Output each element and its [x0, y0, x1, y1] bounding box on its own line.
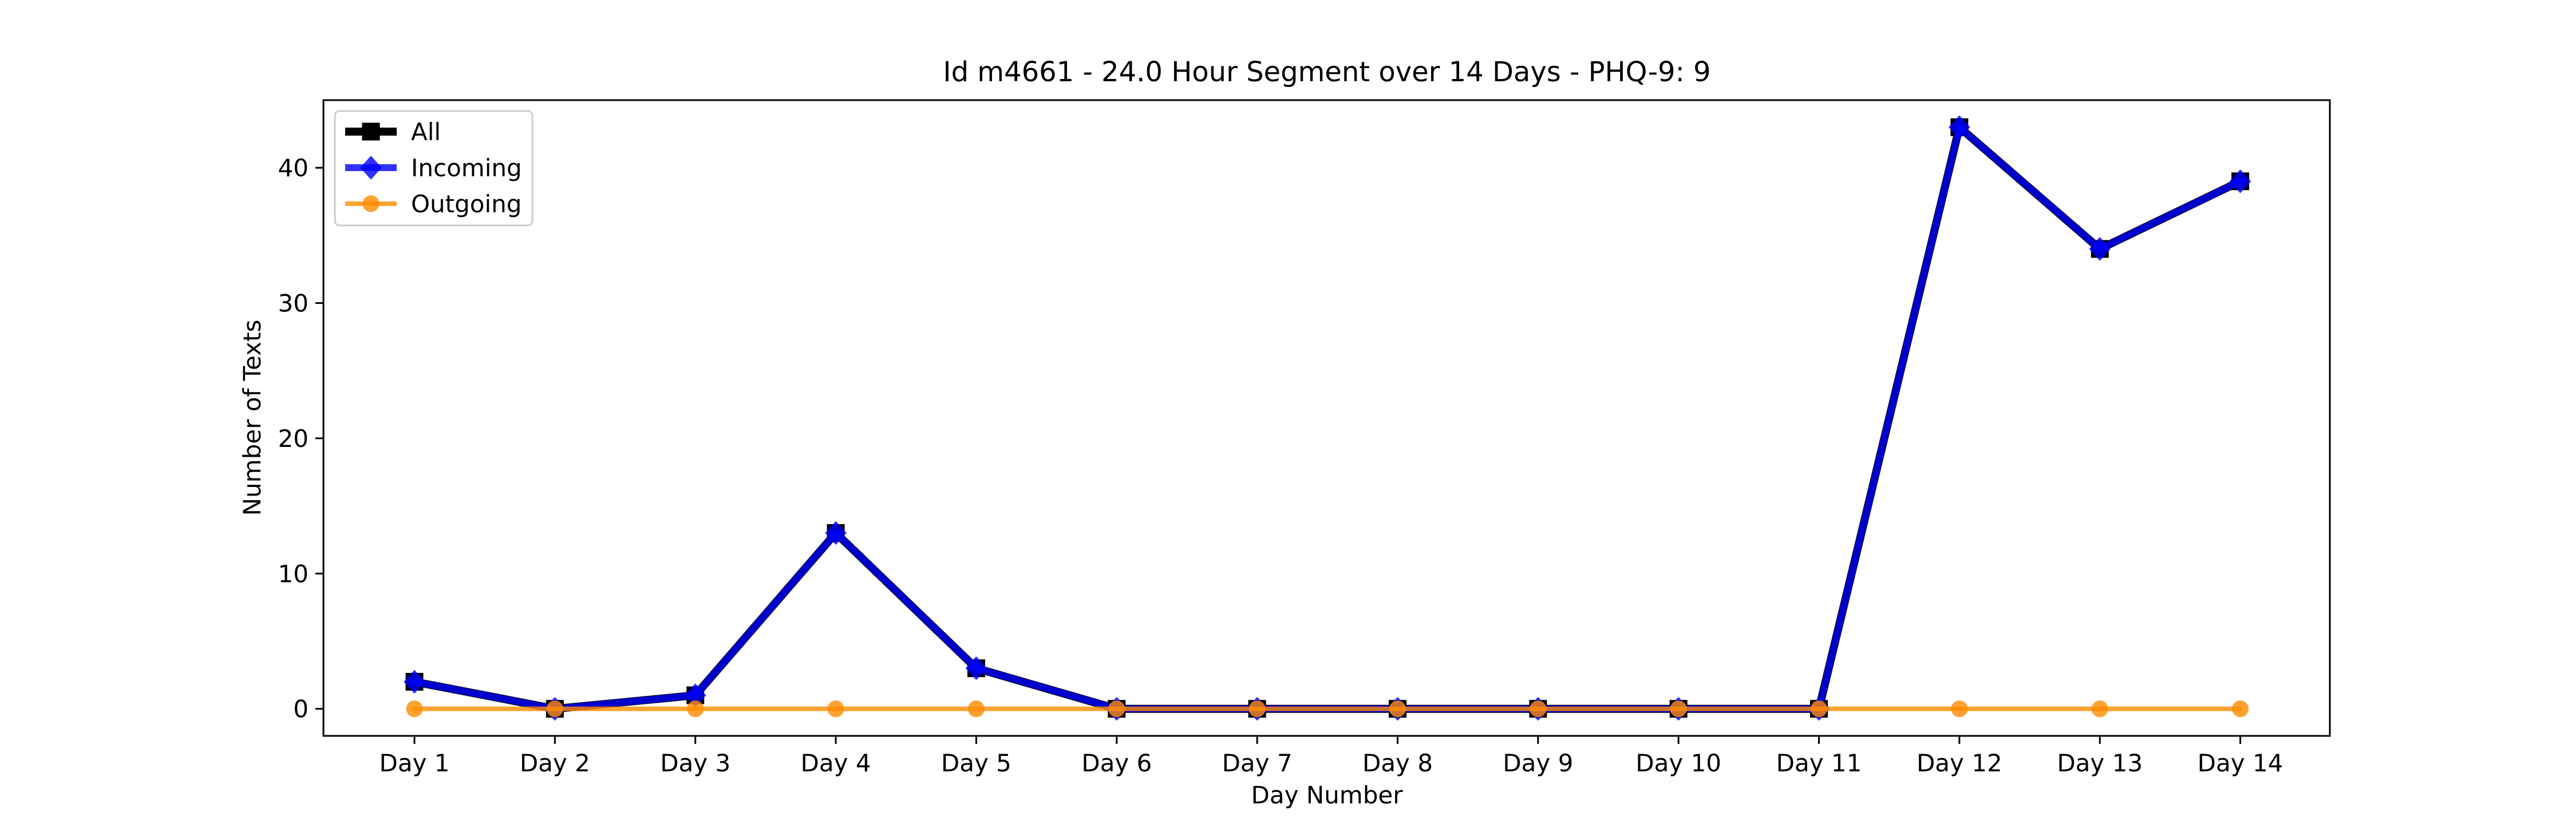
- x-tick-label: Day 7: [1222, 749, 1293, 777]
- legend: All Incoming Outgoing: [334, 110, 534, 227]
- legend-entry: Outgoing: [345, 190, 521, 218]
- y-tick-label: 0: [293, 695, 309, 723]
- data-point: [546, 700, 563, 718]
- legend-label: Outgoing: [411, 190, 521, 218]
- x-tick-label: Day 13: [2057, 749, 2143, 777]
- data-point: [2229, 169, 2251, 193]
- data-point: [967, 700, 985, 718]
- legend-label: All: [411, 118, 441, 146]
- data-point: [827, 700, 844, 718]
- y-axis-label: Number of Texts: [238, 320, 266, 516]
- x-tick-label: Day 6: [1081, 749, 1152, 777]
- data-point: [1811, 700, 1827, 718]
- legend-entry: All: [345, 118, 441, 146]
- x-tick-label: Day 8: [1362, 749, 1433, 777]
- y-tick-label: 10: [278, 560, 309, 588]
- x-tick-label: Day 11: [1776, 749, 1862, 777]
- data-point: [404, 670, 425, 694]
- x-tick-label: Day 10: [1635, 749, 1721, 777]
- legend-box: [334, 110, 534, 227]
- legend-marker: [362, 195, 380, 212]
- x-tick-label: Day 4: [801, 749, 871, 777]
- legend-marker: [362, 122, 380, 141]
- data-point: [2091, 700, 2108, 718]
- series-outgoing: [406, 700, 2249, 718]
- legend-entry: Incoming: [345, 154, 522, 182]
- chart-title: Id m4661 - 24.0 Hour Segment over 14 Day…: [943, 56, 1710, 88]
- y-tick-label: 20: [278, 425, 309, 453]
- plot-marks: [404, 115, 2251, 721]
- x-tick-label: Day 14: [2198, 749, 2283, 777]
- y-tick-label: 40: [278, 154, 309, 182]
- x-tick-label: Day 3: [660, 749, 730, 777]
- y-tick-label: 30: [278, 290, 309, 318]
- data-point: [1389, 700, 1406, 718]
- data-point: [1249, 700, 1266, 718]
- x-tick-label: Day 1: [379, 749, 449, 777]
- x-tick-label: Day 5: [941, 749, 1012, 777]
- data-point: [1530, 700, 1547, 718]
- data-point: [965, 656, 987, 680]
- data-point: [2089, 237, 2111, 261]
- x-tick-label: Day 12: [1917, 749, 2002, 777]
- data-point: [1951, 700, 1968, 718]
- x-axis: Day 1 Day 2 Day 3 Day 4 Day 5 Day 6 Day 7 Day 8…: [379, 736, 2283, 777]
- plot-frame: [322, 99, 2331, 737]
- data-point: [406, 700, 423, 718]
- x-tick-label: Day 9: [1503, 749, 1573, 777]
- legend-label: Incoming: [411, 154, 522, 182]
- data-point: [1108, 700, 1125, 718]
- x-axis-label: Day Number: [1251, 781, 1403, 809]
- legend-marker: [360, 156, 382, 180]
- data-point: [687, 700, 704, 718]
- x-tick-label: Day 2: [520, 749, 590, 777]
- data-point: [2232, 700, 2249, 718]
- data-point: [825, 521, 847, 545]
- data-point: [1670, 700, 1687, 718]
- data-point: [1949, 115, 1970, 140]
- y-axis: 0 10 20 30 40: [278, 154, 323, 723]
